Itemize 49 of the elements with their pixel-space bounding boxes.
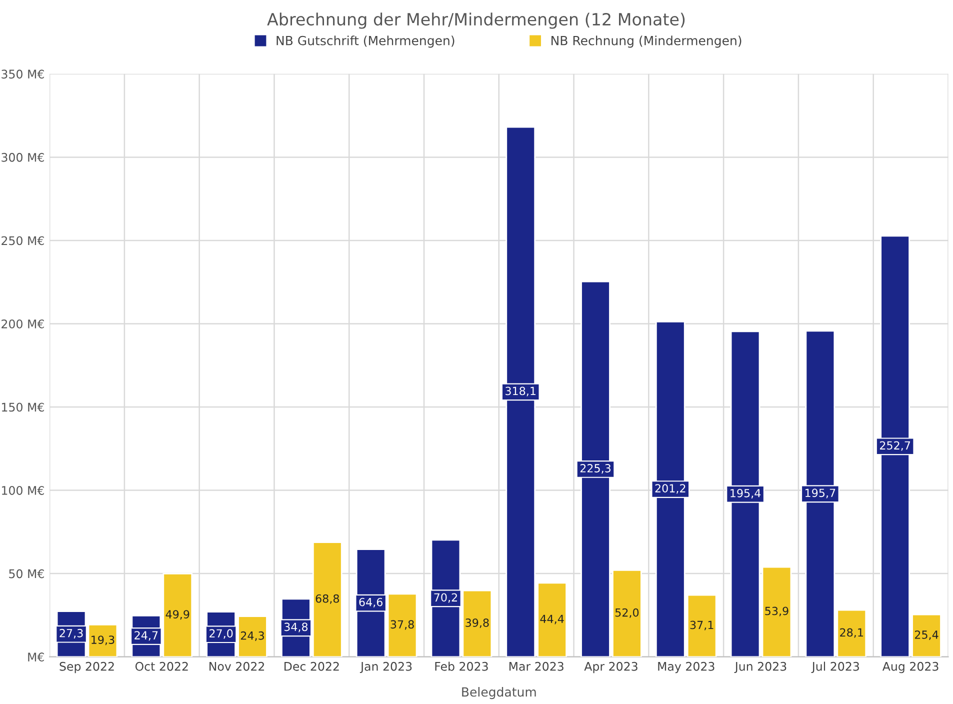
x-tick-label: Mar 2023 <box>509 662 564 671</box>
y-tick-label: 150 M€ <box>2 402 44 412</box>
data-label: 49,9 <box>166 610 190 620</box>
data-label: 27,3 <box>60 628 83 638</box>
data-label: 64,6 <box>359 598 383 608</box>
y-tick-label: 200 M€ <box>2 319 44 328</box>
data-label: 195,4 <box>730 488 761 498</box>
data-label: 37,8 <box>390 620 414 630</box>
data-label: 52,0 <box>615 608 639 618</box>
data-label: 25,4 <box>914 630 938 640</box>
x-tick-label: Jan 2023 <box>360 662 412 674</box>
data-label: 53,9 <box>765 606 788 616</box>
x-tick-label: Sep 2022 <box>60 662 114 674</box>
data-label: 70,2 <box>434 593 457 603</box>
x-tick-label: Aug 2023 <box>882 662 938 674</box>
data-label: 24,7 <box>134 631 158 641</box>
y-tick-label: 300 M€ <box>2 152 44 162</box>
x-tick-label: Nov 2022 <box>210 662 264 671</box>
legend-label: NB Rechnung (Mindermengen) <box>552 36 742 48</box>
data-label: 201,2 <box>655 484 686 494</box>
data-label: 27,0 <box>210 629 233 639</box>
data-label: 225,3 <box>580 464 611 474</box>
data-label: 195,7 <box>805 488 836 498</box>
y-tick-label: 50 M€ <box>9 569 44 578</box>
legend-label: NB Gutschrift (Mehrmengen) <box>276 36 454 48</box>
x-tick-label: Jun 2023 <box>734 662 786 674</box>
chart-title: Abrechnung der Mehr/Mindermengen (12 Monate) <box>267 12 685 29</box>
data-label: 28,1 <box>840 628 863 638</box>
y-tick-label: 350 M€ <box>2 70 44 79</box>
x-tick-label: Dec 2022 <box>284 662 339 671</box>
data-label: 24,3 <box>240 631 264 641</box>
data-label: 252,7 <box>880 441 910 451</box>
data-label: 39,8 <box>466 618 489 628</box>
y-tick-label: 100 M€ <box>2 486 44 495</box>
data-label: 34,8 <box>284 622 308 632</box>
data-label: 19,3 <box>92 636 114 646</box>
x-axis-title: Belegdatum <box>462 687 536 700</box>
y-tick-label: M€ <box>28 652 44 662</box>
data-label: 37,1 <box>690 620 714 630</box>
x-tick-label: Apr 2023 <box>584 662 638 674</box>
x-tick-label: May 2023 <box>658 662 714 674</box>
data-label: 68,8 <box>316 594 340 604</box>
x-tick-label: Oct 2022 <box>135 662 188 671</box>
data-label: 318,1 <box>506 386 536 396</box>
data-label: 44,4 <box>540 614 564 624</box>
x-tick-label: Jul 2023 <box>811 662 859 674</box>
x-tick-label: Feb 2023 <box>435 662 488 671</box>
bar <box>762 566 792 657</box>
y-tick-label: 250 M€ <box>2 236 44 246</box>
